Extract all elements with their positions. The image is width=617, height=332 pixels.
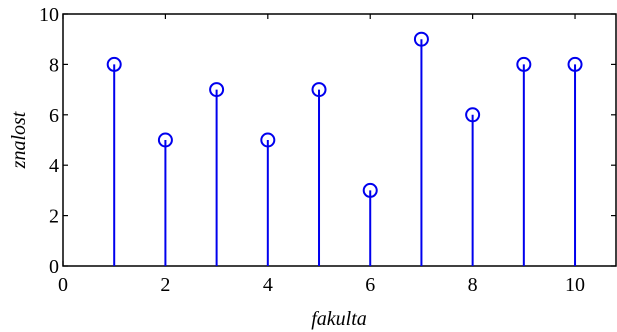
x-tick-label: 6 [365, 274, 375, 296]
stem-marker [209, 82, 225, 98]
x-tick-label: 4 [263, 274, 273, 296]
stem-marker [362, 182, 378, 198]
y-axis-label: znalost [8, 111, 30, 169]
plot-area-frame [62, 13, 617, 267]
y-tick-label: 6 [49, 105, 59, 127]
y-tick-label: 4 [49, 155, 59, 177]
x-axis-label: fakulta [311, 308, 367, 330]
stem-marker [260, 132, 276, 148]
data-series [106, 31, 583, 266]
x-tick-labels: 0 2 4 6 8 10 [58, 274, 585, 296]
y-tick-label: 0 [49, 256, 59, 278]
stem-marker [106, 56, 122, 72]
ticks [62, 13, 616, 267]
x-tick-label: 2 [160, 274, 170, 296]
y-tick-labels: 0 2 4 6 8 10 [39, 4, 59, 278]
stem-marker [465, 107, 481, 123]
stem-marker [157, 132, 173, 148]
stem-marker [413, 31, 429, 47]
x-tick-label: 10 [565, 274, 585, 296]
y-tick-label: 8 [49, 54, 59, 76]
y-tick-label: 10 [39, 4, 59, 26]
y-tick-label: 2 [49, 206, 59, 228]
stem-marker [567, 56, 583, 72]
axes [62, 13, 617, 267]
x-tick-label: 0 [58, 274, 68, 296]
stem-marker [516, 56, 532, 72]
stem-marker [311, 82, 327, 98]
x-tick-label: 8 [468, 274, 478, 296]
